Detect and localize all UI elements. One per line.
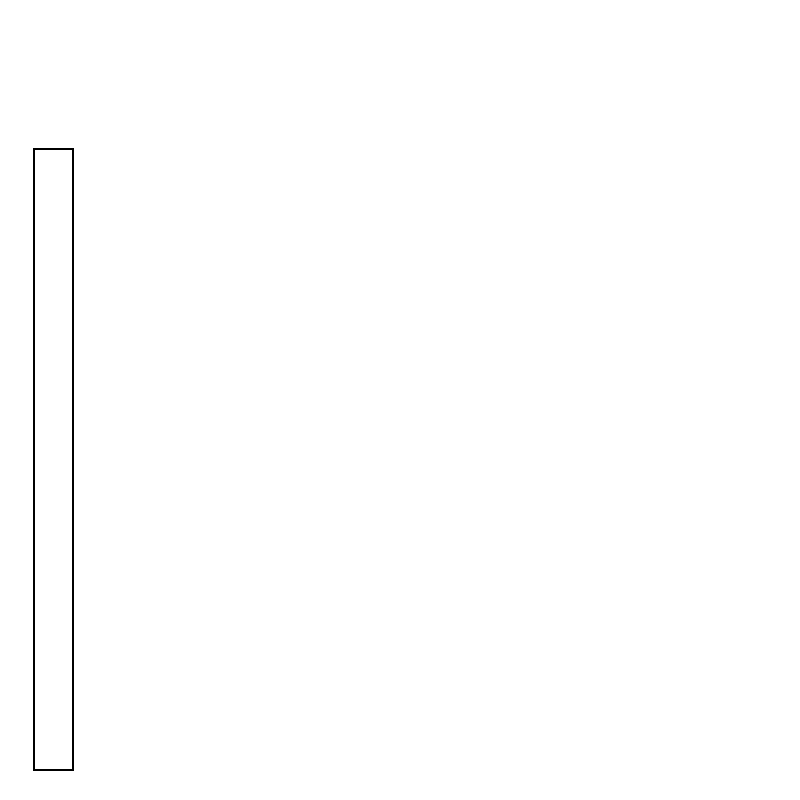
colorbar-background — [29, 144, 76, 772]
colorbar — [33, 148, 74, 771]
